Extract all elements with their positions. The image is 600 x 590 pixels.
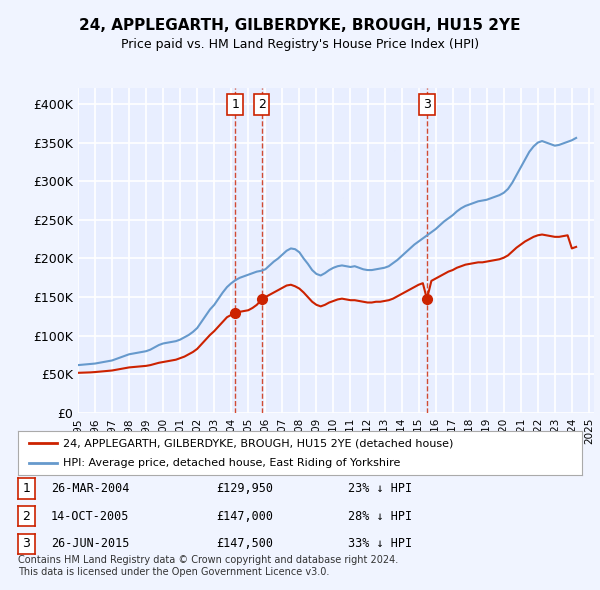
Text: £147,000: £147,000 <box>216 510 273 523</box>
Text: 23% ↓ HPI: 23% ↓ HPI <box>348 482 412 495</box>
Text: 3: 3 <box>423 98 431 112</box>
Text: Contains HM Land Registry data © Crown copyright and database right 2024.
This d: Contains HM Land Registry data © Crown c… <box>18 555 398 577</box>
Text: 24, APPLEGARTH, GILBERDYKE, BROUGH, HU15 2YE (detached house): 24, APPLEGARTH, GILBERDYKE, BROUGH, HU15… <box>63 438 454 448</box>
Text: 24, APPLEGARTH, GILBERDYKE, BROUGH, HU15 2YE: 24, APPLEGARTH, GILBERDYKE, BROUGH, HU15… <box>79 18 521 32</box>
Text: 26-MAR-2004: 26-MAR-2004 <box>51 482 130 495</box>
Text: 2: 2 <box>258 98 266 112</box>
Text: 26-JUN-2015: 26-JUN-2015 <box>51 537 130 550</box>
Text: £147,500: £147,500 <box>216 537 273 550</box>
Text: 14-OCT-2005: 14-OCT-2005 <box>51 510 130 523</box>
Text: 1: 1 <box>231 98 239 112</box>
Text: 33% ↓ HPI: 33% ↓ HPI <box>348 537 412 550</box>
Text: 28% ↓ HPI: 28% ↓ HPI <box>348 510 412 523</box>
Text: Price paid vs. HM Land Registry's House Price Index (HPI): Price paid vs. HM Land Registry's House … <box>121 38 479 51</box>
Text: £129,950: £129,950 <box>216 482 273 495</box>
Text: 1: 1 <box>22 482 31 495</box>
Text: 3: 3 <box>22 537 31 550</box>
Text: HPI: Average price, detached house, East Riding of Yorkshire: HPI: Average price, detached house, East… <box>63 458 400 467</box>
Text: 2: 2 <box>22 510 31 523</box>
